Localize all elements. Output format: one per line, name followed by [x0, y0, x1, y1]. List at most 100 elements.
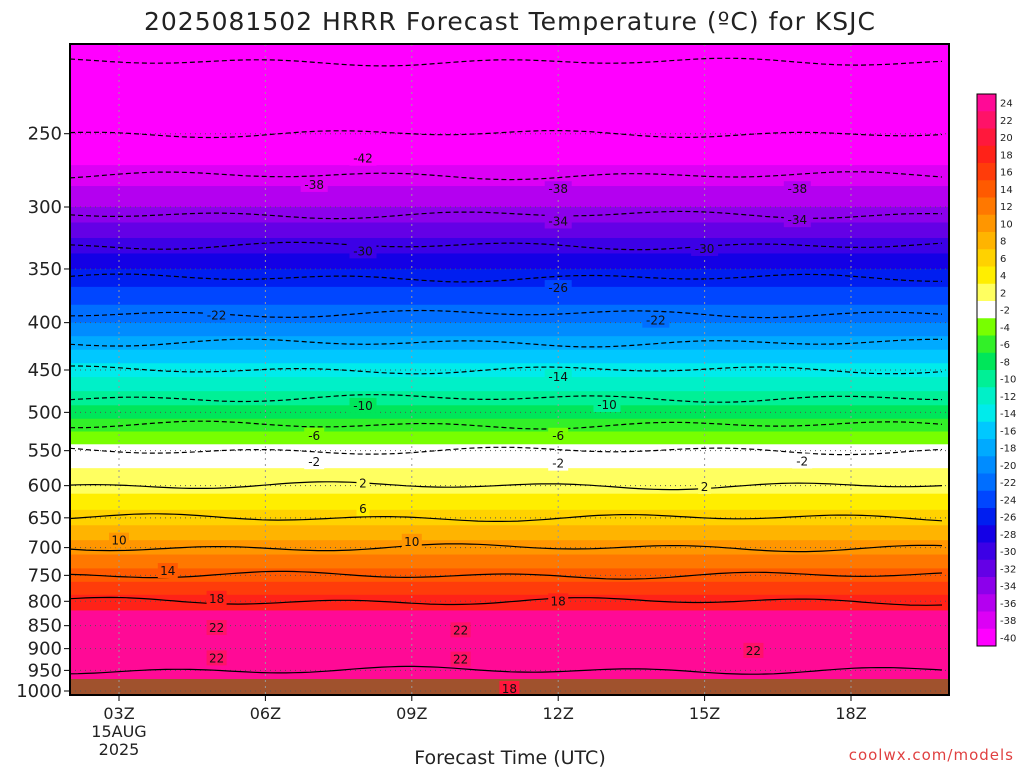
colorbar-swatch: [977, 197, 996, 216]
colorbar-swatch: [977, 421, 996, 440]
contour-label: 18: [206, 590, 227, 606]
colorbar-swatch: [977, 232, 996, 250]
contour-label-text: 14: [160, 564, 175, 578]
y-tick-label: 450: [28, 360, 62, 381]
contour-label-text: -6: [552, 429, 564, 443]
fill-band: [70, 186, 949, 208]
colorbar-tick-label: -28: [1000, 530, 1016, 541]
fill-band: [70, 493, 949, 511]
contour-label-bg: [304, 454, 325, 470]
contour-label-text: -30: [353, 244, 373, 258]
contour-line: [70, 665, 943, 675]
contour-line: [70, 543, 943, 553]
contour-line: [70, 210, 943, 220]
colorbar-swatch: [977, 128, 996, 147]
contour-label-text: -34: [788, 213, 808, 227]
colorbar-tick-label: -8: [1000, 357, 1010, 368]
colorbar-swatch: [977, 163, 996, 181]
contour-label: 2: [698, 478, 712, 494]
colorbar-swatch: [977, 387, 996, 405]
contour-label-bg: [691, 240, 719, 256]
contour-label-text: 10: [404, 535, 419, 549]
y-tick-label: 1000: [16, 681, 62, 702]
y-tick-label: 950: [28, 660, 62, 681]
contour-label: -22: [203, 307, 231, 323]
contour-label-bg: [109, 532, 129, 548]
colorbar-tick-label: -24: [1000, 495, 1016, 506]
contour-label: 22: [450, 651, 471, 667]
colorbar-tick-label: -14: [1000, 409, 1016, 420]
contour-label: 18: [548, 593, 569, 609]
contour-label: 2: [356, 475, 370, 491]
contour-label-bg: [544, 213, 572, 229]
contour-label-bg: [544, 280, 572, 296]
colorbar-swatch: [977, 94, 996, 112]
contour-label: 22: [206, 620, 227, 636]
y-tick-label: 700: [28, 538, 62, 559]
colorbar-swatch: [977, 490, 996, 509]
contour-label-bg: [206, 590, 227, 606]
y-tick-label: 400: [28, 313, 62, 334]
colorbar-tick-label: -10: [1000, 375, 1016, 386]
fill-band: [70, 377, 949, 393]
colorbar-tick-label: 22: [1000, 116, 1013, 127]
colorbar-swatch: [977, 559, 996, 578]
contour-label-bg: [401, 533, 422, 549]
colorbar-tick-label: -4: [1000, 323, 1010, 334]
contour-label-text: -22: [207, 309, 227, 323]
y-axis: 2503003504004505005506006507007508008509…: [16, 124, 70, 702]
contour-label: -26: [544, 280, 572, 296]
contour-label: -22: [642, 312, 670, 328]
contour-label-text: 22: [453, 623, 468, 637]
contour-label: -6: [548, 427, 569, 443]
colorbar-tick-label: 8: [1000, 237, 1006, 248]
contour-label: 14: [157, 563, 178, 579]
colorbar-tick-label: -34: [1000, 582, 1016, 593]
contour-label: -30: [349, 243, 377, 259]
contour-label-bg: [642, 312, 670, 328]
fill-band: [70, 286, 949, 306]
contour-label-bg: [206, 620, 227, 636]
contour-label-bg: [743, 642, 764, 658]
contour-label-bg: [157, 563, 178, 579]
contour-line: [70, 570, 943, 580]
contour-label-bg: [783, 181, 811, 197]
colorbar-tick-label: -22: [1000, 478, 1016, 489]
contour-label-bg: [349, 397, 377, 413]
contour-label-text: -38: [788, 182, 808, 196]
fill-band: [70, 206, 949, 224]
fill-band: [70, 444, 949, 470]
fill-band: [70, 222, 949, 239]
contour-label: -34: [783, 212, 811, 228]
contour-line: [70, 338, 943, 348]
contour-label: 6: [356, 501, 370, 516]
colorbar-tick-label: -26: [1000, 513, 1016, 524]
contour-label-text: 2: [701, 480, 709, 494]
colorbar-swatch: [977, 542, 996, 561]
x-tick-label: 09Z: [396, 704, 427, 723]
contour-label: -14: [544, 369, 572, 385]
contour-label-bg: [548, 593, 569, 609]
colorbar-tick-label: 2: [1000, 288, 1006, 299]
contour-label-text: -2: [552, 457, 564, 471]
colorbar-swatch: [977, 214, 996, 233]
contour-label: 22: [206, 650, 227, 666]
contour-label: -38: [544, 181, 572, 197]
fill-band: [70, 268, 949, 288]
contour-label: -30: [691, 240, 719, 256]
contour-line: [70, 171, 943, 181]
x-tick-label: 15Z: [689, 704, 720, 723]
fill-band: [70, 405, 949, 420]
contour-label-bg: [450, 651, 471, 667]
contour-label: -2: [792, 453, 813, 469]
fill-band: [70, 165, 949, 188]
y-tick-label: 850: [28, 616, 62, 637]
contour-label: -6: [304, 427, 325, 443]
contour-label: -2: [548, 455, 569, 471]
colorbar: 24 22 20 18 16 14 12 10 8 6 4 2 -2 -4 -6 -8 -10 -12 -14 -16…: [976, 93, 1016, 647]
contour-label-bg: [593, 397, 621, 413]
contour-label-text: 18: [209, 592, 224, 606]
fill-band: [70, 554, 949, 570]
colorbar-tick-label: -16: [1000, 426, 1016, 437]
